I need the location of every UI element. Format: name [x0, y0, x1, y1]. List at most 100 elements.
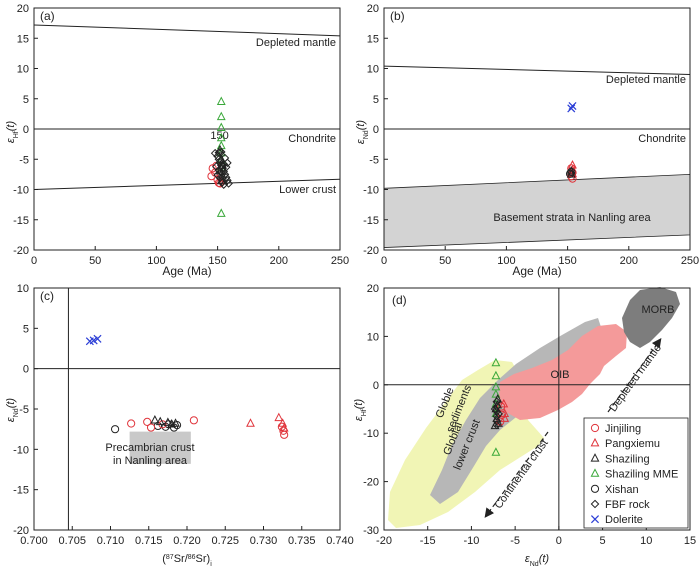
yaxis-title: εHf(t) [353, 399, 368, 422]
legend-label: Xishan [605, 484, 639, 496]
x-tick-label: 100 [147, 255, 165, 267]
panel-c: (c) (87Sr/86Sr)i εNd(t) Precambrian crus… [5, 283, 354, 568]
data-point [216, 147, 226, 157]
data-point [150, 415, 160, 424]
y-tick-label: 0 [23, 364, 29, 376]
panel-label: (a) [40, 9, 55, 23]
data-point [216, 208, 226, 217]
y-tick-label: -20 [13, 525, 29, 537]
panel-a: (a) Age (Ma) εHf(t) Depleted mantle Chon… [5, 3, 349, 278]
legend-label: Dolerite [605, 514, 643, 526]
x-tick-label: 200 [620, 255, 638, 267]
reference-line [33, 24, 341, 37]
panel-b: (b) Age (Ma) εNd(t) Depleted mantle Chon… [355, 3, 699, 278]
data-point [212, 162, 221, 171]
y-tick-label: 15 [17, 33, 29, 45]
legend-marker [590, 453, 600, 462]
x-tick-label: -15 [420, 535, 436, 547]
field-label-morb: MORB [642, 304, 675, 316]
field-label-oib: OIB [551, 369, 570, 381]
data-point [220, 170, 230, 179]
data-point [280, 430, 289, 439]
precambrian-crust-field [129, 431, 191, 464]
field-label-precambrian-1: Precambrian crust [105, 442, 194, 454]
data-point [492, 411, 502, 421]
y-tick-label: 0 [373, 380, 379, 392]
data-point [219, 180, 229, 189]
x-tick-label: 0.725 [211, 535, 239, 547]
x-tick-label: 200 [270, 255, 288, 267]
y-tick-label: -10 [363, 428, 379, 440]
y-tick-label: 20 [367, 283, 379, 295]
x-tick-label: 0.715 [135, 535, 163, 547]
y-tick-label: -10 [13, 185, 29, 197]
data-point [110, 425, 120, 434]
data-point [146, 423, 156, 432]
reference-line [33, 178, 341, 190]
data-point [216, 111, 226, 121]
data-point [246, 418, 255, 427]
x-tick-label: 0.710 [97, 535, 125, 547]
legend-label: Shaziling MME [605, 469, 678, 481]
x-tick-label: 0.735 [288, 535, 316, 547]
marks-b: 0 50 100 150 200 250 -20 -15 -10 -5 0 5 10 15 20 [363, 3, 699, 267]
y-tick-label: -20 [363, 477, 379, 489]
y-tick-label: -5 [19, 404, 29, 416]
data-point [492, 420, 502, 430]
data-point [279, 423, 289, 432]
x-tick-label: 150 [558, 255, 576, 267]
xaxis-title: εNd(t) [525, 553, 550, 568]
legend-marker [590, 484, 600, 493]
x-tick-label: 0 [556, 535, 562, 547]
legend-marker [590, 515, 600, 524]
data-point [171, 418, 180, 427]
data-point [155, 416, 165, 426]
field-label-precambrian-2: in Nanling area [113, 455, 188, 467]
field-oib [499, 324, 627, 420]
x-tick-label: 250 [331, 255, 349, 267]
x-tick-label: 0 [381, 255, 387, 267]
line-label-lower-crust: Lower crust [279, 184, 336, 196]
panel-label: (b) [390, 9, 405, 23]
x-tick-label: 50 [439, 255, 451, 267]
line-label-chondrite: Chondrite [288, 133, 336, 145]
data-point [491, 357, 501, 367]
data-point [221, 173, 231, 182]
data-point [565, 169, 575, 178]
y-tick-label: -15 [13, 215, 29, 227]
y-tick-label: 0 [373, 124, 379, 136]
y-tick-label: -20 [363, 245, 379, 257]
data-point [490, 404, 500, 414]
y-tick-label: 10 [17, 283, 29, 295]
legend-label: Shaziling [605, 453, 650, 465]
data-point [492, 397, 502, 407]
panel-label: (c) [40, 289, 54, 303]
data-point [216, 122, 226, 131]
x-tick-label: 10 [640, 535, 652, 547]
x-tick-label: -5 [510, 535, 520, 547]
legend-label: FBF rock [605, 499, 650, 511]
arrow-continental-crust [484, 431, 549, 518]
data-point [216, 96, 226, 105]
legend: Jinjiling Pangxiemu Shaziling Shaziling MME… [583, 417, 689, 529]
line-label-depleted-mantle: Depleted mantle [606, 74, 686, 86]
x-tick-label: 50 [89, 255, 101, 267]
y-tick-label: -15 [363, 215, 379, 227]
data-point [491, 370, 501, 380]
plot-frame [383, 287, 691, 531]
data-point [274, 412, 284, 422]
data-point [568, 101, 577, 111]
y-tick-label: 15 [367, 33, 379, 45]
data-point [223, 158, 232, 168]
x-tick-label: 0 [31, 255, 37, 267]
xaxis-title: Age (Ma) [162, 264, 211, 278]
arrow-depleted-mantle [607, 338, 662, 413]
y-tick-label: 0 [23, 124, 29, 136]
y-tick-label: -10 [13, 444, 29, 456]
x-tick-label: 0.705 [58, 535, 86, 547]
data-point [500, 408, 510, 418]
x-tick-label: 0.700 [20, 535, 48, 547]
y-tick-label: 20 [367, 3, 379, 15]
legend-box [583, 417, 689, 529]
x-tick-label: 0.720 [173, 535, 201, 547]
